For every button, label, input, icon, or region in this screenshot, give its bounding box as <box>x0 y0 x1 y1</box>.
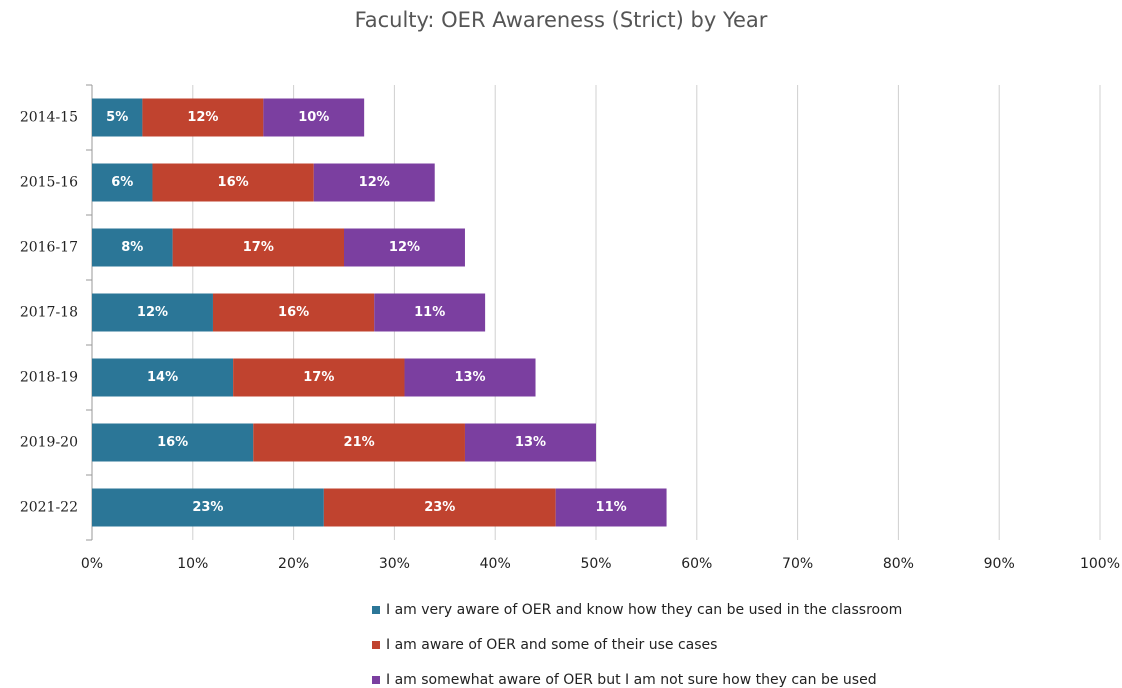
bar-segment <box>374 293 486 332</box>
bar-segment <box>555 488 667 527</box>
legend-label: I am very aware of OER and know how they… <box>386 602 902 618</box>
value-label: 14% <box>147 370 178 385</box>
value-label: 8% <box>121 240 143 255</box>
value-label: 16% <box>218 175 249 190</box>
bar-segment <box>92 163 153 202</box>
value-label: 17% <box>303 370 334 385</box>
value-label: 6% <box>111 175 133 190</box>
value-label: 5% <box>106 110 128 125</box>
y-tick-label: 2015-16 <box>20 175 78 191</box>
bar-segment <box>263 98 365 137</box>
bar-segment <box>253 423 465 462</box>
value-label: 23% <box>192 500 223 515</box>
bar-segment <box>172 228 344 267</box>
legend-swatch <box>372 606 380 614</box>
bar-segment <box>323 488 556 527</box>
chart-title: Faculty: OER Awareness (Strict) by Year <box>355 8 768 32</box>
legend-label: I am aware of OER and some of their use … <box>386 637 717 653</box>
x-tick-label: 50% <box>580 556 611 572</box>
x-tick-label: 80% <box>883 556 914 572</box>
bar-segment <box>92 488 324 527</box>
value-label: 21% <box>344 435 375 450</box>
value-label: 12% <box>137 305 168 320</box>
y-tick-label: 2016-17 <box>20 240 78 256</box>
bar-segment <box>464 423 596 462</box>
value-label: 13% <box>454 370 485 385</box>
y-tick-label: 2019-20 <box>20 435 78 451</box>
value-label: 16% <box>157 435 188 450</box>
legend-label: I am somewhat aware of OER but I am not … <box>386 672 877 688</box>
x-tick-label: 100% <box>1080 556 1120 572</box>
bar-segment <box>142 98 264 137</box>
bar-segment <box>152 163 314 202</box>
x-tick-label: 20% <box>278 556 309 572</box>
bar-segment <box>212 293 375 332</box>
value-label: 17% <box>243 240 274 255</box>
value-label: 23% <box>424 500 455 515</box>
bar-segment <box>233 358 405 397</box>
value-label: 10% <box>298 110 329 125</box>
legend-swatch <box>372 676 380 684</box>
bar-segment <box>92 293 213 332</box>
value-label: 16% <box>278 305 309 320</box>
x-tick-label: 10% <box>177 556 208 572</box>
value-label: 12% <box>359 175 390 190</box>
bar-segment <box>92 423 254 462</box>
x-tick-label: 40% <box>480 556 511 572</box>
x-tick-label: 90% <box>984 556 1015 572</box>
bar-segment <box>313 163 435 202</box>
value-label: 12% <box>187 110 218 125</box>
value-label: 12% <box>389 240 420 255</box>
value-label: 13% <box>515 435 546 450</box>
value-label: 11% <box>596 500 627 515</box>
x-tick-label: 30% <box>379 556 410 572</box>
x-tick-label: 70% <box>782 556 813 572</box>
y-tick-label: 2014-15 <box>20 110 78 126</box>
bar-segment <box>92 98 143 137</box>
y-tick-label: 2017-18 <box>20 305 78 321</box>
y-tick-label: 2018-19 <box>20 370 78 386</box>
bar-segment <box>404 358 536 397</box>
bar-segment <box>92 228 173 267</box>
x-tick-label: 60% <box>681 556 712 572</box>
bar-segment <box>92 358 234 397</box>
x-tick-label: 0% <box>81 556 103 572</box>
y-tick-label: 2021-22 <box>20 500 78 516</box>
bar-segment <box>344 228 465 267</box>
value-label: 11% <box>414 305 445 320</box>
legend-swatch <box>372 641 380 649</box>
